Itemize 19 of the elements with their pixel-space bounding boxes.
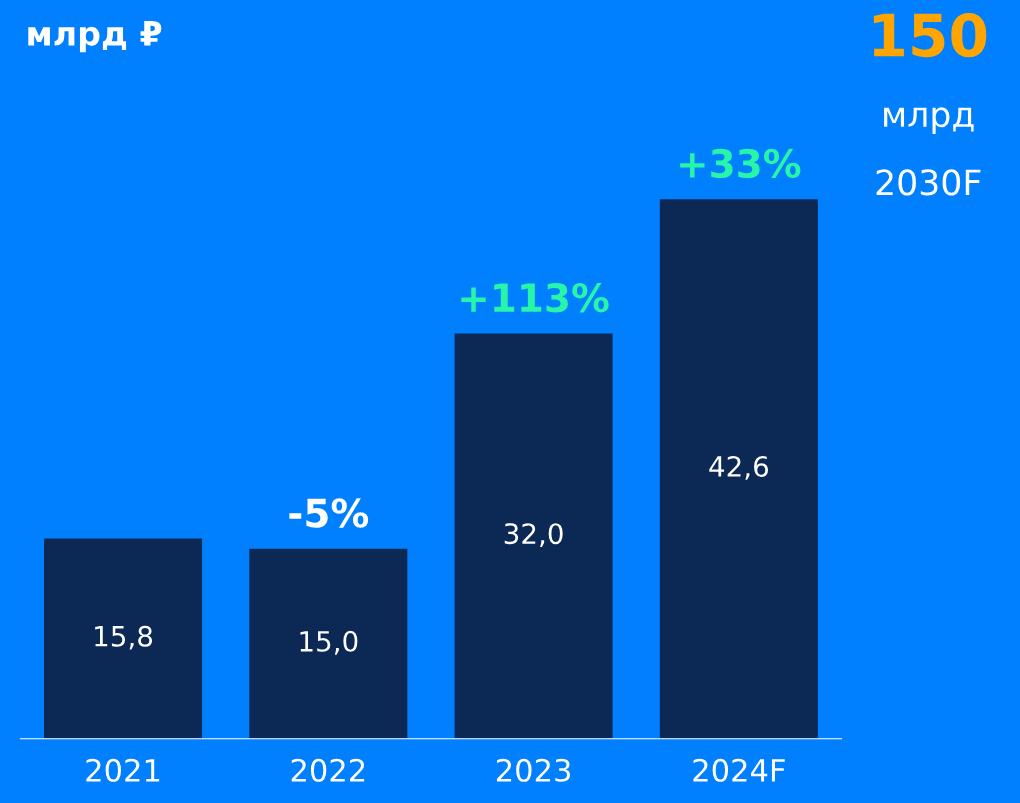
data-label: 32,0 xyxy=(504,523,563,547)
text: млрд xyxy=(884,107,974,134)
chart-title: млрд ₽ xyxy=(28,21,162,53)
bar xyxy=(249,548,408,739)
text: 150 xyxy=(873,13,987,58)
bar xyxy=(44,538,203,739)
bar xyxy=(659,199,818,739)
annotation: +33% xyxy=(680,148,801,179)
x-tick-label: 2023 xyxy=(496,758,571,782)
data-label: 42,6 xyxy=(709,456,769,480)
data-label: 15,0 xyxy=(300,630,358,655)
x-tick-label: 2024F xyxy=(693,758,785,782)
x-tick-label: 2022 xyxy=(291,758,365,782)
x-tick-label: 2021 xyxy=(86,758,160,782)
data-label: 15,8 xyxy=(95,625,153,650)
bar xyxy=(454,333,613,739)
annotation: -5% xyxy=(289,498,369,528)
text: 2030F xyxy=(876,169,981,196)
annotation: +113% xyxy=(461,282,609,313)
